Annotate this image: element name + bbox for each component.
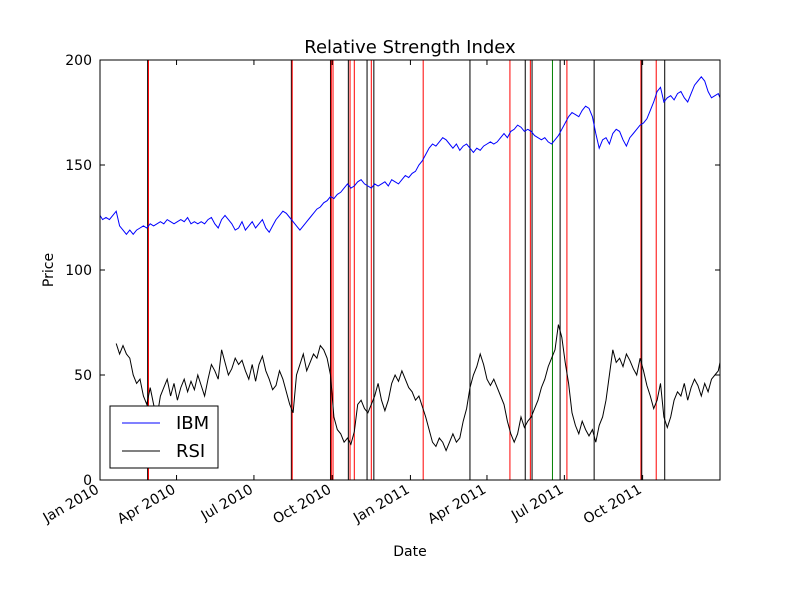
- y-tick-label-3: 150: [65, 158, 92, 174]
- y-axis-ticks: 0 50 100 150 200: [65, 53, 720, 489]
- x-axis-label: Date: [393, 544, 426, 560]
- legend: IBM RSI: [109, 405, 219, 469]
- series-line-ibm: [99, 76, 721, 236]
- series-line-rsi: [115, 324, 721, 452]
- legend-label-ibm: IBM: [176, 413, 209, 434]
- y-tick-label-2: 100: [65, 263, 92, 279]
- series-lines: [99, 76, 721, 452]
- chart-title: Relative Strength Index: [304, 37, 516, 58]
- legend-box: [109, 405, 219, 469]
- signal-lines: [147, 60, 666, 480]
- y-axis-label: Price: [41, 253, 57, 287]
- y-tick-label-1: 50: [74, 368, 92, 384]
- y-tick-label-0: 0: [83, 473, 92, 489]
- legend-label-rsi: RSI: [176, 441, 205, 462]
- y-tick-label-4: 200: [65, 53, 92, 69]
